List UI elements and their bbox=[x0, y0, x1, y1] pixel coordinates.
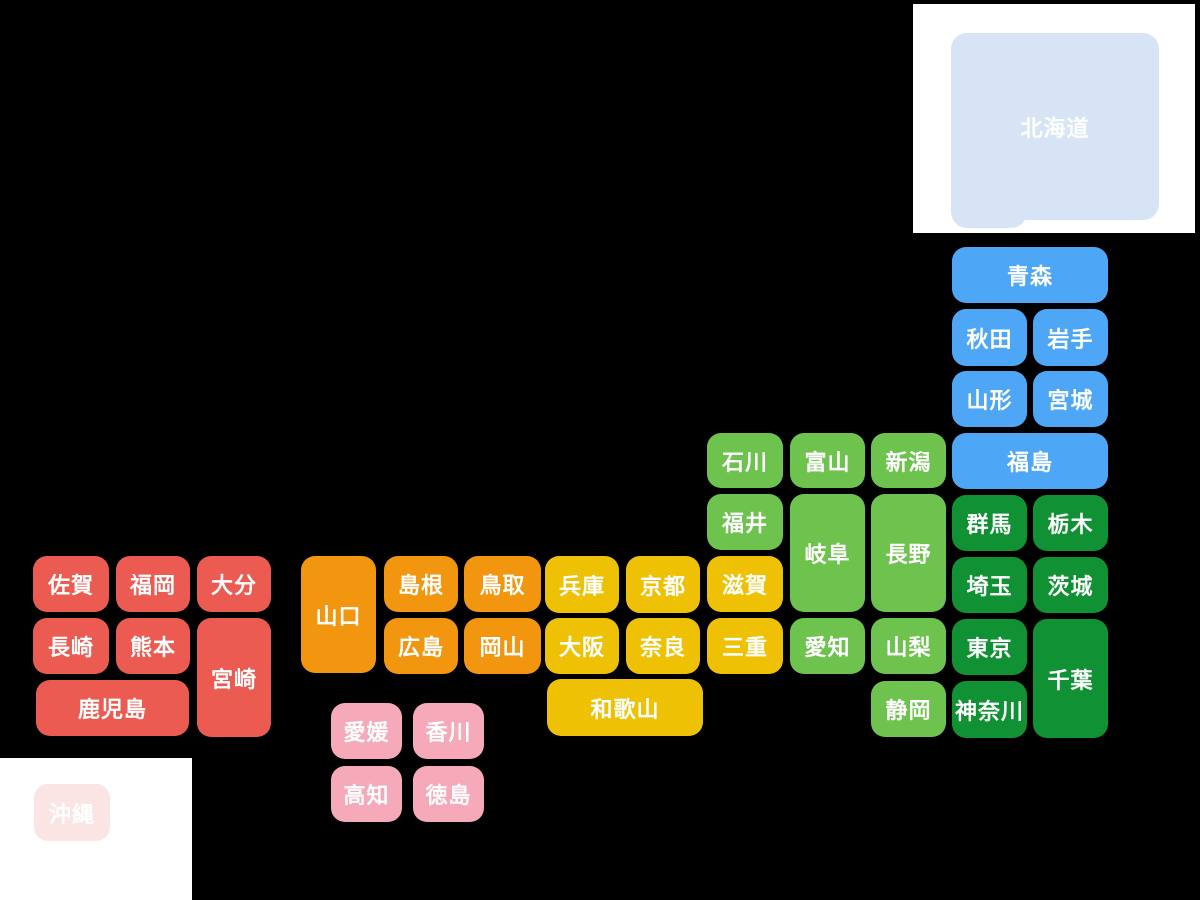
pref-tokyo[interactable]: 東京 bbox=[952, 619, 1027, 675]
pref-aichi[interactable]: 愛知 bbox=[790, 618, 865, 674]
pref-saga[interactable]: 佐賀 bbox=[33, 556, 109, 612]
pref-nara[interactable]: 奈良 bbox=[626, 618, 700, 674]
hokkaido-panel bbox=[913, 4, 1195, 233]
pref-nagano[interactable]: 長野 bbox=[871, 494, 946, 612]
pref-niigata[interactable]: 新潟 bbox=[871, 433, 946, 488]
pref-hyogo[interactable]: 兵庫 bbox=[545, 556, 619, 613]
pref-ishikawa[interactable]: 石川 bbox=[707, 433, 783, 488]
pref-gunma[interactable]: 群馬 bbox=[952, 495, 1027, 551]
pref-yamagata[interactable]: 山形 bbox=[952, 371, 1027, 427]
pref-ibaraki[interactable]: 茨城 bbox=[1033, 557, 1108, 613]
pref-shiga[interactable]: 滋賀 bbox=[707, 556, 783, 612]
pref-kanagawa[interactable]: 神奈川 bbox=[952, 681, 1027, 738]
pref-yamaguchi[interactable]: 山口 bbox=[301, 556, 376, 673]
pref-wakayama[interactable]: 和歌山 bbox=[547, 679, 703, 736]
pref-iwate[interactable]: 岩手 bbox=[1033, 309, 1108, 366]
pref-kochi[interactable]: 高知 bbox=[331, 766, 402, 822]
pref-ehime[interactable]: 愛媛 bbox=[331, 703, 402, 759]
pref-kumamoto[interactable]: 熊本 bbox=[116, 618, 190, 674]
pref-fukui[interactable]: 福井 bbox=[707, 494, 783, 550]
pref-kyoto[interactable]: 京都 bbox=[626, 556, 700, 613]
pref-tochigi[interactable]: 栃木 bbox=[1033, 495, 1108, 551]
pref-kagawa[interactable]: 香川 bbox=[413, 703, 484, 759]
pref-shimane[interactable]: 島根 bbox=[384, 556, 458, 612]
pref-okinawa[interactable]: 沖縄 bbox=[34, 784, 110, 841]
pref-oita[interactable]: 大分 bbox=[197, 556, 271, 612]
pref-tottori[interactable]: 鳥取 bbox=[464, 556, 541, 612]
pref-saitama[interactable]: 埼玉 bbox=[952, 557, 1027, 613]
pref-shizuoka[interactable]: 静岡 bbox=[871, 681, 946, 737]
pref-akita[interactable]: 秋田 bbox=[952, 309, 1027, 366]
pref-yamanashi[interactable]: 山梨 bbox=[871, 618, 946, 674]
pref-miyagi[interactable]: 宮城 bbox=[1033, 371, 1108, 427]
pref-osaka[interactable]: 大阪 bbox=[545, 618, 619, 674]
pref-chiba[interactable]: 千葉 bbox=[1033, 619, 1108, 738]
pref-fukushima[interactable]: 福島 bbox=[952, 433, 1108, 489]
pref-nagasaki[interactable]: 長崎 bbox=[33, 618, 109, 674]
pref-kagoshima[interactable]: 鹿児島 bbox=[36, 680, 189, 736]
pref-hiroshima[interactable]: 広島 bbox=[384, 618, 458, 674]
pref-mie[interactable]: 三重 bbox=[707, 618, 783, 674]
pref-toyama[interactable]: 富山 bbox=[790, 433, 865, 488]
pref-gifu[interactable]: 岐阜 bbox=[790, 494, 865, 612]
pref-tokushima[interactable]: 徳島 bbox=[413, 766, 484, 822]
pref-fukuoka[interactable]: 福岡 bbox=[116, 556, 190, 612]
pref-aomori[interactable]: 青森 bbox=[952, 247, 1108, 303]
pref-miyazaki[interactable]: 宮崎 bbox=[197, 618, 271, 737]
pref-okayama[interactable]: 岡山 bbox=[464, 618, 541, 674]
